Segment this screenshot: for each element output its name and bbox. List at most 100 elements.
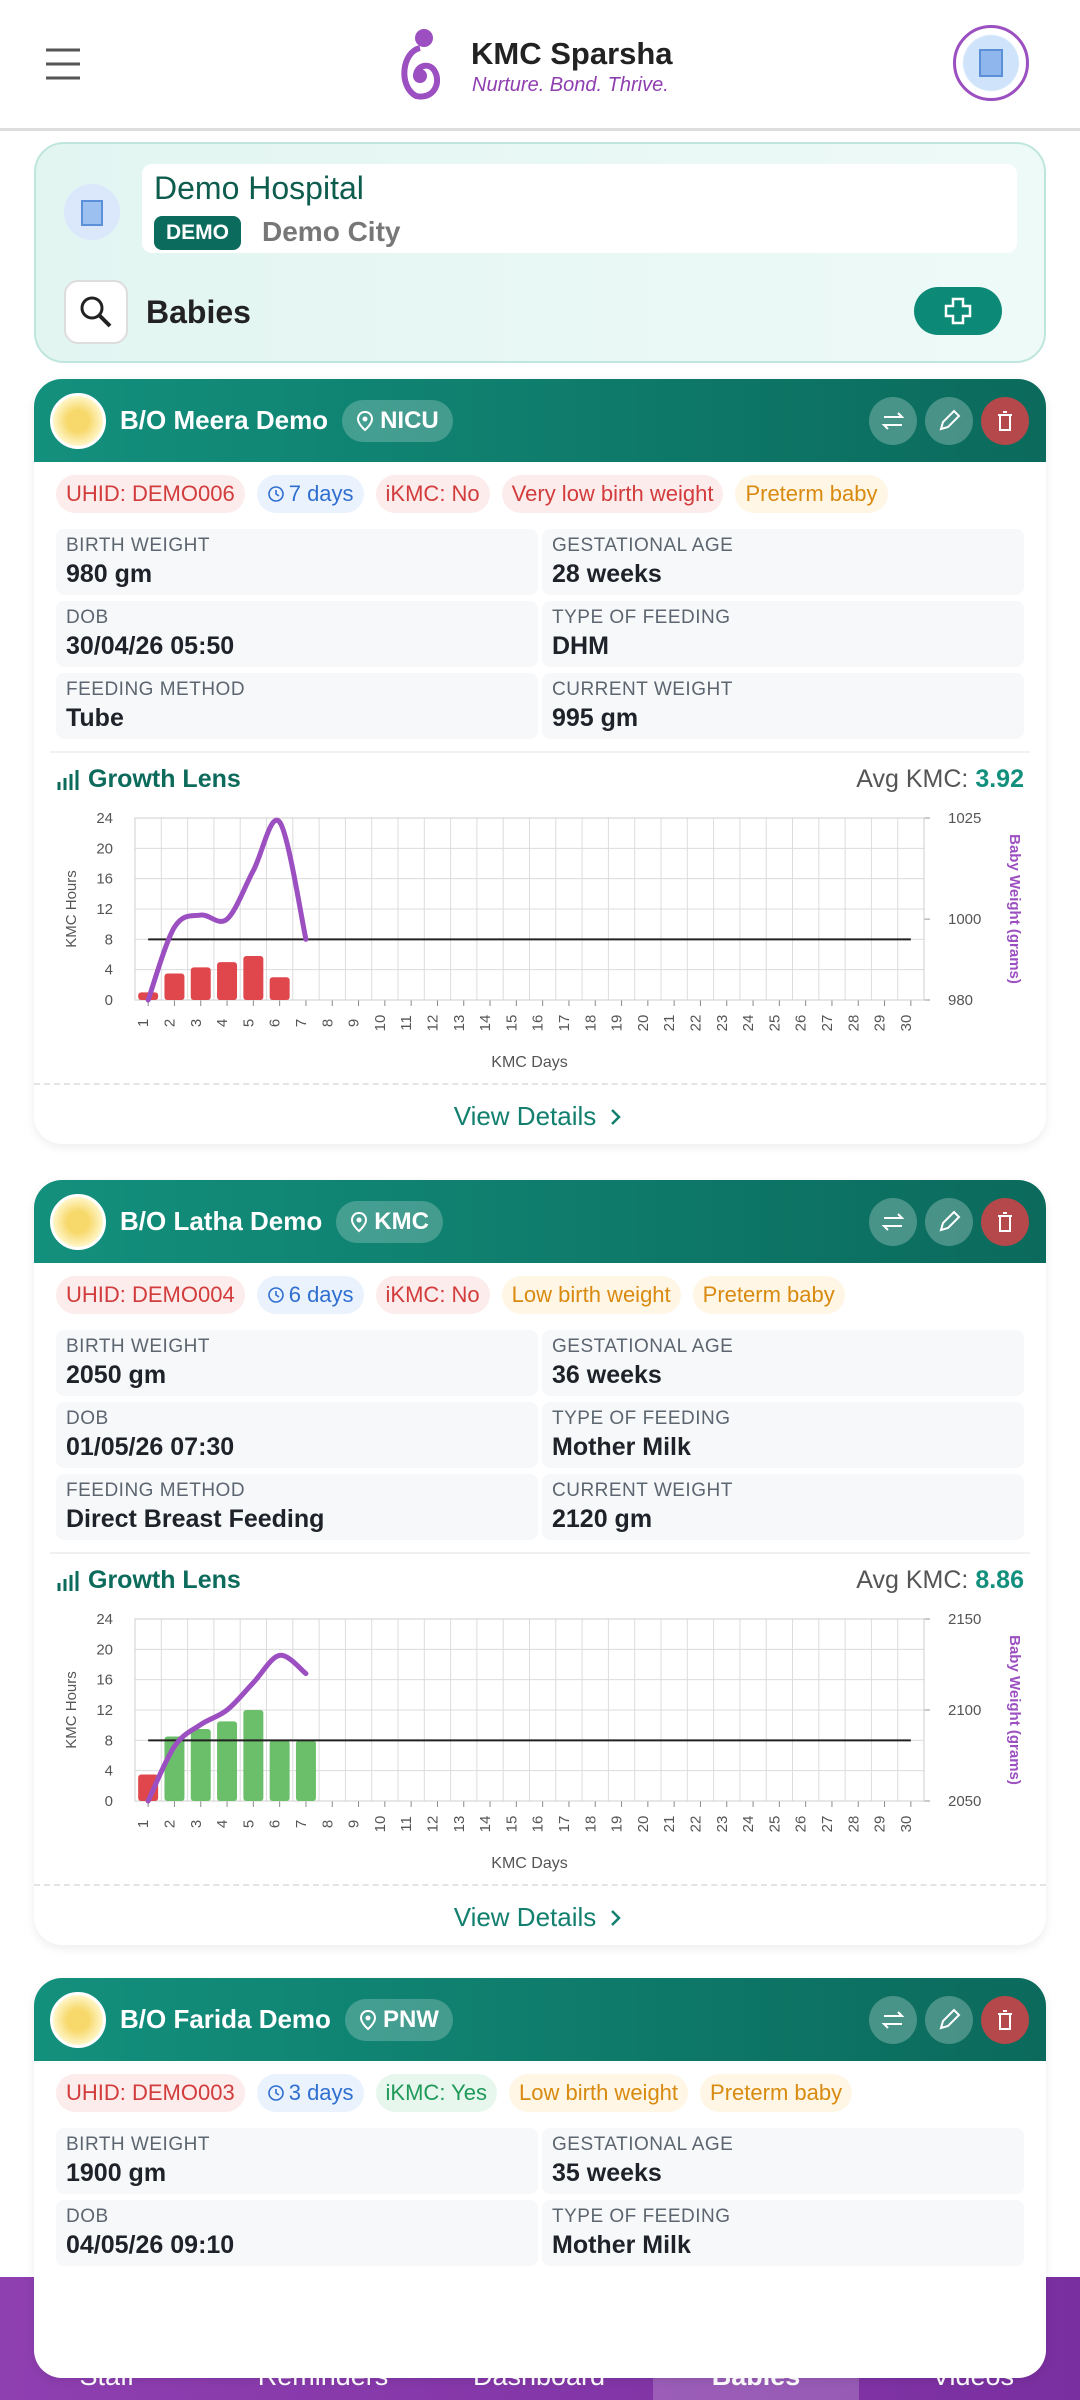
y-tick-label: 16 bbox=[96, 1672, 113, 1689]
tag-text: 7 days bbox=[288, 481, 354, 506]
x-tick-label: 6 bbox=[267, 1019, 284, 1027]
field-label: BIRTH WEIGHT bbox=[66, 1336, 210, 1357]
y-axis-title: KMC Hours bbox=[63, 1671, 80, 1749]
weight-line bbox=[145, 1652, 309, 1804]
field-label: FEEDING METHOD bbox=[66, 1480, 246, 1501]
y-tick-label: 4 bbox=[105, 1763, 113, 1780]
avg-label: Avg KMC: bbox=[856, 1566, 969, 1594]
edit-button[interactable] bbox=[925, 397, 973, 445]
field-label: GESTATIONAL AGE bbox=[552, 1336, 734, 1357]
baby-avatar bbox=[50, 1991, 106, 2048]
x-tick-label: 9 bbox=[346, 1019, 363, 1027]
clock-icon bbox=[267, 486, 284, 502]
x-tick-label: 23 bbox=[714, 1816, 731, 1833]
field-value: Direct Breast Feeding bbox=[66, 1505, 325, 1533]
clock-icon bbox=[267, 2085, 284, 2101]
edit-button[interactable] bbox=[925, 1198, 973, 1246]
growth-title-text: Growth Lens bbox=[88, 765, 241, 793]
kmc-bar bbox=[269, 977, 290, 1000]
y-tick-label: 12 bbox=[96, 901, 113, 918]
menu-button[interactable] bbox=[44, 46, 84, 82]
dashed-separator bbox=[34, 1884, 1046, 1886]
app-header: KMC Sparsha Nurture. Bond. Thrive. bbox=[0, 0, 1080, 131]
separator bbox=[50, 1552, 1030, 1554]
x-tick-label: 14 bbox=[477, 1015, 494, 1032]
x-tick-label: 29 bbox=[872, 1015, 889, 1032]
add-baby-button[interactable] bbox=[914, 287, 1002, 335]
info-field: BIRTH WEIGHT 980 gm bbox=[56, 529, 538, 595]
tag-text: 6 days bbox=[288, 1282, 354, 1307]
plot-frame bbox=[134, 1618, 925, 1802]
y2-tick-label: 2150 bbox=[948, 1611, 981, 1628]
transfer-button[interactable] bbox=[869, 397, 917, 445]
transfer-button[interactable] bbox=[869, 1996, 917, 2044]
search-button[interactable] bbox=[64, 280, 128, 344]
x-tick-label: 25 bbox=[766, 1816, 783, 1833]
info-field: TYPE OF FEEDING Mother Milk bbox=[542, 1402, 1024, 1468]
view-details[interactable]: View Details bbox=[34, 1101, 1046, 1132]
x-tick-label: 1 bbox=[135, 1019, 152, 1027]
field-label: GESTATIONAL AGE bbox=[552, 2134, 734, 2155]
growth-title: Growth Lens bbox=[56, 1566, 241, 1595]
chevron bbox=[611, 1109, 622, 1125]
growth-title: Growth Lens bbox=[56, 765, 241, 794]
y-tick-label: 24 bbox=[96, 810, 113, 827]
x-tick-label: 11 bbox=[398, 1816, 415, 1832]
y2-axis-title: Baby Weight (grams) bbox=[1006, 834, 1023, 984]
x-axis-title: KMC Days bbox=[491, 1054, 567, 1071]
x-tick-label: 16 bbox=[530, 1015, 547, 1032]
plot-frame bbox=[134, 817, 925, 1001]
app-title: KMC Sparsha bbox=[471, 36, 673, 71]
tag: iKMC: No bbox=[375, 475, 490, 513]
x-tick-label: 17 bbox=[556, 1816, 573, 1833]
kmc-bar bbox=[217, 962, 238, 1000]
avg-label: Avg KMC: bbox=[856, 765, 969, 793]
delete-button[interactable] bbox=[981, 397, 1029, 445]
tag-row: UHID: DEMO006 7 days iKMC: No Very low birt… bbox=[56, 475, 888, 513]
x-tick-label: 24 bbox=[740, 1816, 757, 1833]
x-tick-label: 2 bbox=[161, 1820, 178, 1828]
x-tick-label: 13 bbox=[451, 1015, 468, 1032]
delete-button[interactable] bbox=[981, 1198, 1029, 1246]
x-tick-label: 10 bbox=[372, 1015, 389, 1032]
x-tick-label: 20 bbox=[635, 1816, 652, 1833]
field-value: DHM bbox=[552, 632, 609, 660]
info-field: FEEDING METHOD Direct Breast Feeding bbox=[56, 1474, 538, 1540]
baby-card: B/O Meera Demo NICU UHID: DEMO006 7 days iKM… bbox=[34, 379, 1046, 1144]
location-pill: NICU bbox=[342, 399, 453, 442]
hospital-name: Demo Hospital bbox=[154, 170, 364, 206]
dashed-separator bbox=[34, 1083, 1046, 1085]
x-tick-label: 9 bbox=[346, 1820, 363, 1828]
field-value: 01/05/26 07:30 bbox=[66, 1433, 235, 1461]
location-text: PNW bbox=[382, 2005, 439, 2033]
x-tick-label: 22 bbox=[687, 1015, 704, 1032]
x-tick-label: 27 bbox=[819, 1816, 836, 1833]
tag-text: iKMC: Yes bbox=[385, 2080, 488, 2105]
x-tick-label: 17 bbox=[556, 1015, 573, 1032]
view-details[interactable]: View Details bbox=[34, 1902, 1046, 1933]
x-tick-label: 15 bbox=[503, 1015, 520, 1032]
info-field: GESTATIONAL AGE 35 weeks bbox=[542, 2128, 1024, 2194]
info-field: CURRENT WEIGHT 2120 gm bbox=[542, 1474, 1024, 1540]
tag: Low birth weight bbox=[509, 2074, 689, 2112]
y-tick-label: 16 bbox=[96, 871, 113, 888]
y-tick-label: 12 bbox=[96, 1702, 113, 1719]
profile-avatar[interactable] bbox=[953, 25, 1029, 101]
x-tick-label: 28 bbox=[845, 1816, 862, 1833]
field-value: 30/04/26 05:50 bbox=[66, 632, 235, 660]
avg-value: 3.92 bbox=[975, 765, 1024, 793]
edit-button[interactable] bbox=[925, 1996, 973, 2044]
transfer-button[interactable] bbox=[869, 1198, 917, 1246]
location-pill: PNW bbox=[344, 1998, 453, 2041]
button-icon bbox=[939, 1210, 961, 1232]
button-icon bbox=[881, 2011, 905, 2029]
tag: UHID: DEMO006 bbox=[56, 475, 245, 513]
location-pill: KMC bbox=[336, 1200, 443, 1243]
x-tick-label: 4 bbox=[214, 1019, 231, 1027]
pin-icon bbox=[359, 2009, 376, 2030]
info-field: DOB 01/05/26 07:30 bbox=[56, 1402, 538, 1468]
y2-tick-label: 980 bbox=[948, 992, 973, 1009]
baby-name: B/O Farida Demo bbox=[120, 2004, 331, 2034]
delete-button[interactable] bbox=[981, 1996, 1029, 2044]
